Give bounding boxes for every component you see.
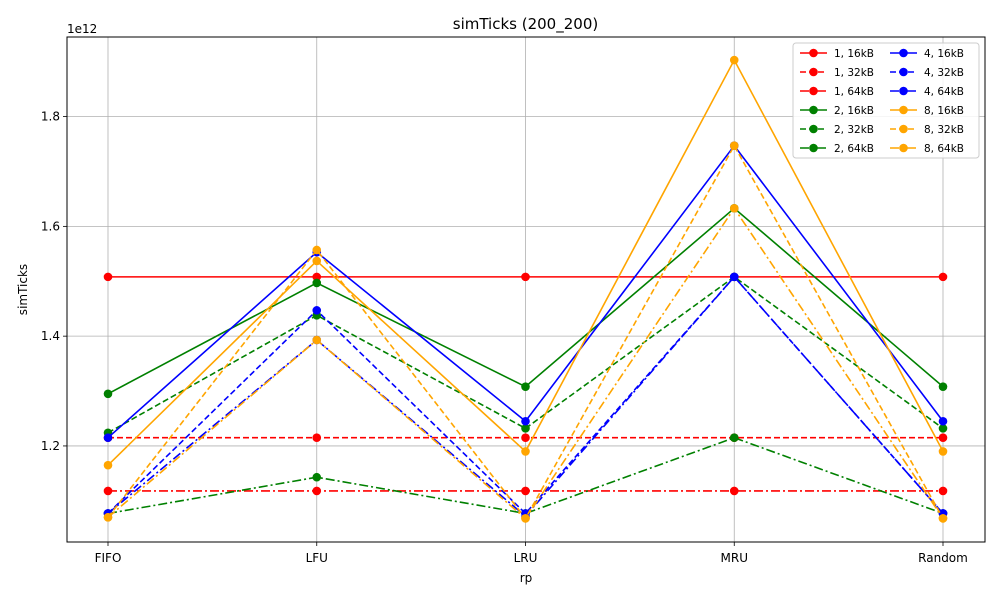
- series: [103, 203, 948, 523]
- legend-marker: [899, 86, 908, 96]
- y-ticks: 1.2 1.4 1.6 1.8: [41, 110, 67, 453]
- data-point: [312, 472, 322, 482]
- legend-label: 4, 16kB: [924, 48, 964, 60]
- legend: 1, 16kB 1, 32kB 1, 64kB 2, 16kB 2, 32kB 2, 64…: [792, 42, 980, 159]
- x-tick-label: FIFO: [95, 551, 122, 565]
- data-point: [729, 55, 739, 65]
- y-tick-label: 1.4: [41, 329, 60, 343]
- data-point: [521, 514, 530, 523]
- data-point: [103, 272, 113, 282]
- legend-item: 8, 16kB: [890, 105, 964, 117]
- data-point: [312, 272, 322, 282]
- legend-marker: [809, 86, 818, 96]
- legend-item: 8, 64kB: [890, 143, 964, 155]
- data-point: [938, 514, 948, 523]
- legend-label: 2, 64kB: [834, 143, 874, 155]
- data-point: [521, 486, 530, 496]
- legend-item: 4, 32kB: [890, 67, 964, 79]
- data-point: [103, 512, 113, 522]
- data-point: [103, 389, 113, 399]
- data-point: [312, 335, 322, 345]
- legend-label: 1, 16kB: [834, 48, 874, 60]
- legend-label: 1, 32kB: [834, 67, 874, 79]
- data-point: [938, 424, 948, 433]
- legend-item: 8, 32kB: [890, 124, 964, 136]
- series: [103, 486, 948, 496]
- series-line: [107, 275, 944, 515]
- data-point: [729, 141, 739, 150]
- legend-label: 1, 64kB: [834, 86, 874, 98]
- legend-label: 4, 32kB: [924, 67, 964, 79]
- legend-label: 4, 64kB: [924, 86, 964, 98]
- legend-item: 4, 64kB: [890, 86, 964, 98]
- data-point: [312, 256, 322, 266]
- legend-marker: [809, 67, 818, 77]
- legend-label: 8, 64kB: [924, 143, 964, 155]
- data-point: [938, 486, 948, 496]
- x-axis-label: rp: [520, 571, 533, 585]
- data-point: [938, 416, 948, 426]
- data-point: [729, 433, 739, 443]
- legend-item: 2, 16kB: [800, 105, 874, 117]
- legend-marker: [899, 67, 908, 77]
- legend-marker: [809, 48, 818, 58]
- data-point: [938, 447, 948, 456]
- data-point: [938, 272, 948, 282]
- data-point: [521, 447, 530, 456]
- legend-item: 1, 64kB: [800, 86, 874, 98]
- data-point: [312, 306, 322, 315]
- data-point: [729, 203, 739, 213]
- legend-item: 2, 32kB: [800, 124, 874, 136]
- data-point: [521, 416, 530, 426]
- x-ticks: FIFO LFU LRU MRU Random: [95, 542, 968, 565]
- data-point: [103, 460, 113, 470]
- y-tick-label: 1.8: [41, 110, 60, 124]
- data-point: [312, 245, 322, 255]
- legend-label: 8, 32kB: [924, 124, 964, 136]
- legend-marker: [899, 48, 908, 58]
- data-point: [938, 382, 948, 391]
- data-point: [312, 278, 322, 288]
- legend-marker: [809, 143, 818, 153]
- data-point: [521, 272, 530, 282]
- series-line: [107, 275, 944, 434]
- y-axis-label: simTicks: [16, 264, 30, 315]
- series: [103, 55, 948, 470]
- series-layer: [103, 55, 948, 523]
- chart-title: simTicks (200_200): [453, 15, 598, 34]
- data-point: [521, 433, 530, 443]
- legend-marker: [899, 105, 908, 115]
- legend-label: 2, 32kB: [834, 124, 874, 136]
- legend-marker: [899, 124, 908, 134]
- legend-item: 4, 16kB: [890, 48, 964, 60]
- data-point: [103, 486, 113, 496]
- series-line: [107, 436, 944, 515]
- y-offset-text: 1e12: [67, 22, 97, 36]
- x-tick-label: LRU: [514, 551, 538, 565]
- y-tick-label: 1.6: [41, 219, 60, 233]
- legend-marker: [809, 124, 818, 134]
- data-point: [938, 433, 948, 443]
- data-point: [729, 272, 739, 282]
- data-point: [521, 424, 530, 433]
- legend-item: 2, 64kB: [800, 143, 874, 155]
- plot-frame: [66, 36, 986, 543]
- x-tick-label: MRU: [721, 551, 748, 565]
- legend-item: 1, 32kB: [800, 67, 874, 79]
- data-point: [312, 486, 322, 496]
- x-tick-label: LFU: [306, 551, 328, 565]
- legend-item: 1, 16kB: [800, 48, 874, 60]
- data-point: [103, 433, 113, 443]
- x-tick-label: Random: [918, 551, 968, 565]
- legend-marker: [899, 143, 908, 153]
- legend-label: 8, 16kB: [924, 105, 964, 117]
- legend-label: 2, 16kB: [834, 105, 874, 117]
- data-point: [729, 486, 739, 496]
- legend-box: [792, 42, 980, 159]
- y-tick-label: 1.2: [41, 439, 60, 453]
- legend-marker: [809, 105, 818, 115]
- data-point: [521, 382, 530, 391]
- data-point: [312, 433, 322, 443]
